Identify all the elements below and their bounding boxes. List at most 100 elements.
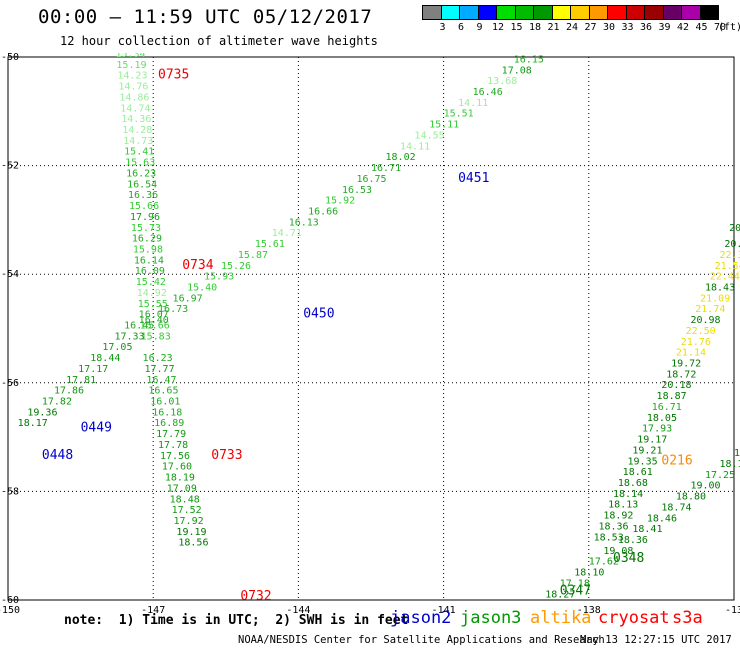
wave-height-point: 15.66 bbox=[140, 321, 170, 332]
legend-label: 27 bbox=[584, 22, 597, 33]
wave-height-point: 16.53 bbox=[342, 185, 372, 196]
wave-height-point: 17.79 bbox=[156, 429, 186, 440]
pass-time-label: 0732 bbox=[240, 589, 271, 604]
wave-height-point: 19.17 bbox=[637, 435, 667, 446]
wave-height-point: 19.72 bbox=[671, 359, 701, 370]
wave-height-point: 17.28 bbox=[538, 33, 568, 44]
legend-label: 9 bbox=[476, 22, 483, 33]
wave-height-point: 17.05 bbox=[102, 342, 132, 353]
wave-height-point: 19.08 bbox=[603, 546, 633, 557]
wave-height-point: 17.62 bbox=[589, 557, 619, 568]
wave-height-point: 18.87 bbox=[657, 391, 687, 402]
wave-height-point: 17.18 bbox=[560, 578, 590, 589]
y-tick-label: -52 bbox=[1, 161, 19, 172]
pass-time-label: 0216 bbox=[661, 453, 692, 468]
wave-height-point: 18.10 bbox=[574, 568, 604, 579]
wave-height-point: 16.46 bbox=[473, 87, 503, 98]
wave-height-point: 17.59 bbox=[562, 11, 592, 22]
plot-frame bbox=[7, 56, 735, 601]
legend-label: 36 bbox=[639, 22, 653, 33]
wave-height-point: 17.77 bbox=[144, 364, 174, 375]
wave-height-point: 17.82 bbox=[42, 397, 72, 408]
wave-height-point: 17.93 bbox=[642, 424, 672, 435]
legend-label: 24 bbox=[565, 22, 579, 33]
x-tick-label: -13 bbox=[725, 605, 740, 616]
wave-height-point: 14.11 bbox=[458, 98, 488, 109]
wave-height-point: 14.86 bbox=[119, 92, 149, 103]
legend-label: 6 bbox=[457, 22, 465, 33]
wave-height-point: 14.23 bbox=[117, 71, 147, 82]
wave-height-point: 15.66 bbox=[129, 201, 159, 212]
wave-height-point: 15.98 bbox=[133, 244, 163, 255]
wave-height-point: 22.44 bbox=[710, 272, 740, 283]
wave-height-point: 16.65 bbox=[148, 386, 178, 397]
wave-height-point: 15.92 bbox=[325, 196, 355, 207]
legend-label: 21 bbox=[547, 22, 560, 33]
wave-height-point: 14.55 bbox=[415, 130, 445, 141]
wave-height-point: 18.14 bbox=[613, 489, 643, 500]
wave-height-point: 17.60 bbox=[162, 462, 192, 473]
satellite-name: jason3 bbox=[460, 608, 522, 628]
wave-height-point: 16.71 bbox=[371, 163, 401, 174]
legend-swatch bbox=[699, 5, 719, 20]
wave-height-point: 16.71 bbox=[652, 402, 682, 413]
pass-time-label: 0733 bbox=[211, 448, 242, 463]
wave-height-point: 18.17 bbox=[18, 418, 48, 429]
wave-height-point: 20.87 bbox=[729, 223, 740, 234]
legend-label: 45 bbox=[695, 22, 708, 33]
wave-height-point: 18.44 bbox=[90, 353, 120, 364]
wave-height-point: 16.45 bbox=[124, 321, 154, 332]
wave-height-point: 15.63 bbox=[125, 158, 155, 169]
page-title: 00:00 – 11:59 UTC 05/12/2017 bbox=[38, 6, 373, 28]
wave-height-point: 14.71 bbox=[272, 228, 302, 239]
x-tick-label: -141 bbox=[432, 605, 456, 616]
wave-height-point: 13.68 bbox=[487, 76, 517, 87]
legend-label: 42 bbox=[676, 22, 690, 33]
legend-label: 12 bbox=[491, 22, 505, 33]
wave-height-point: 18.13 bbox=[608, 500, 638, 511]
wave-height-point: 18.61 bbox=[623, 467, 653, 478]
footer-credit: NOAA/NESDIS Center for Satellite Applica… bbox=[238, 634, 605, 646]
wave-height-point: 15.40 bbox=[187, 282, 217, 293]
wave-height-point: 18.11 bbox=[734, 448, 740, 459]
wave-height-point: 18.36 bbox=[618, 535, 648, 546]
x-tick-label: -144 bbox=[286, 605, 310, 616]
wave-height-point: 18.36 bbox=[598, 521, 628, 532]
wave-height-point: 16.13 bbox=[289, 217, 319, 228]
wave-height-point: 17.92 bbox=[574, 0, 604, 11]
wave-height-point: 14.36 bbox=[121, 114, 151, 125]
satellite-name: altika bbox=[530, 608, 592, 628]
wave-height-point: 16.01 bbox=[150, 397, 180, 408]
wave-height-point: 18.02 bbox=[386, 152, 416, 163]
wave-height-point: 14.28 bbox=[122, 125, 152, 136]
wave-height-point: 16.76 bbox=[526, 44, 556, 55]
wave-height-point: 21.76 bbox=[681, 337, 711, 348]
wave-height-point: 15.55 bbox=[138, 299, 168, 310]
wave-height-point: 16.36 bbox=[128, 190, 158, 201]
wave-height-point: 18.53 bbox=[594, 532, 624, 543]
wave-height-point: 16.07 bbox=[139, 310, 169, 321]
legend-unit: (ft) bbox=[718, 22, 740, 33]
wave-height-point: 18.41 bbox=[632, 524, 662, 535]
wave-height-point: 15.42 bbox=[136, 277, 166, 288]
wave-height-point: 16.89 bbox=[154, 418, 184, 429]
pass-time-label: 0449 bbox=[81, 421, 112, 436]
wave-height-point: 15.19 bbox=[116, 60, 146, 71]
wave-height-point: 18.80 bbox=[676, 492, 706, 503]
y-tick-label: -60 bbox=[1, 595, 19, 606]
wave-height-point: 18.74 bbox=[661, 502, 691, 513]
wave-height-point: 19.21 bbox=[632, 445, 662, 456]
legend-label: 39 bbox=[658, 22, 671, 33]
page-subtitle: 12 hour collection of altimeter wave hei… bbox=[60, 34, 378, 48]
wave-height-point: 15.73 bbox=[131, 223, 161, 234]
wave-height-point: 21.74 bbox=[695, 304, 725, 315]
satellite-name: jason2 bbox=[390, 608, 452, 628]
x-tick-label: -138 bbox=[577, 605, 601, 616]
wave-height-point: 20.91 bbox=[724, 239, 740, 250]
wave-height-point: 15.87 bbox=[238, 250, 268, 261]
satellite-name: s3a bbox=[672, 608, 703, 628]
wave-height-point: 22.34 bbox=[719, 250, 740, 261]
wave-height-point: 16.29 bbox=[132, 234, 162, 245]
wave-height-point: 17.92 bbox=[174, 516, 204, 527]
pass-time-label: 0450 bbox=[303, 307, 334, 322]
